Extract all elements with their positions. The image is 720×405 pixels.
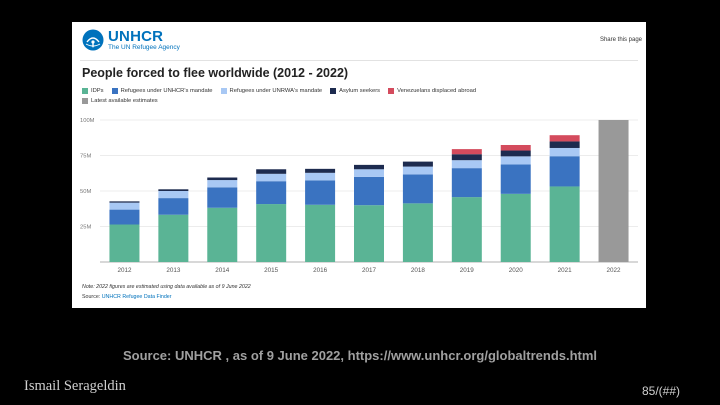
x-tick-label: 2016 (313, 267, 328, 274)
logo-name: UNHCR (108, 28, 164, 45)
x-tick-label: 2013 (166, 267, 181, 274)
x-tick-label: 2019 (460, 267, 475, 274)
chart-note: Note: 2022 figures are estimated using d… (82, 284, 251, 290)
unhcr-emblem-icon (82, 29, 104, 51)
bar-segment[interactable] (500, 156, 531, 165)
bar-segment[interactable] (354, 169, 384, 177)
bar-segment[interactable] (207, 207, 238, 262)
legend-label: Venezuelans displaced abroad (397, 88, 477, 94)
bar-segment[interactable] (256, 204, 287, 262)
logo-tagline: The UN Refugee Agency (108, 44, 180, 51)
legend-swatch (82, 98, 88, 104)
bar-segment[interactable] (256, 173, 287, 182)
bar-segment[interactable] (109, 202, 140, 210)
chart-source-prefix: Source: (82, 294, 102, 300)
bar-segment[interactable] (207, 187, 238, 208)
x-tick-label: 2020 (509, 267, 524, 274)
stacked-bar-chart: 25M 50M 75M 100M 2012 2013 2014 2015 2016 2017 201… (80, 118, 638, 274)
bar-segment[interactable] (256, 181, 287, 205)
bar-segment[interactable] (598, 120, 629, 262)
legend-item[interactable]: Latest available estimates (82, 96, 158, 106)
chart-title: People forced to flee worldwide (2012 - … (82, 66, 349, 80)
chart-source: Source: UNHCR Refugee Data Finder (82, 294, 172, 300)
unhcr-logo[interactable]: UNHCR The UN Refugee Agency (82, 29, 180, 52)
bar-segment[interactable] (354, 164, 384, 170)
x-tick-label: 2015 (264, 267, 279, 274)
bar-segment[interactable] (109, 201, 140, 203)
bar-segment[interactable] (500, 164, 531, 194)
bar-segment[interactable] (402, 166, 433, 175)
y-tick-label: 75M (80, 154, 91, 160)
bar-segment[interactable] (402, 203, 433, 262)
bar-segment[interactable] (451, 168, 482, 198)
legend-swatch (220, 88, 227, 94)
bar-segment[interactable] (305, 172, 336, 181)
bar-segment[interactable] (305, 180, 336, 205)
legend-item[interactable]: Venezuelans displaced abroad (388, 86, 476, 96)
legend-label: IDPs (91, 88, 104, 94)
bar-segment[interactable] (500, 193, 531, 262)
bar-segment[interactable] (402, 174, 433, 204)
legend-swatch (111, 88, 118, 94)
bar-segment[interactable] (158, 191, 189, 199)
legend-swatch (388, 88, 395, 94)
bar-segment[interactable] (451, 197, 482, 262)
bar-segment[interactable] (549, 135, 580, 142)
bar-segment[interactable] (354, 176, 384, 206)
bar-segment[interactable] (549, 141, 580, 148)
y-tick-label: 100M (80, 118, 95, 124)
legend-item[interactable]: Asylum seekers (330, 86, 380, 96)
author-name: Ismail Serageldin (24, 378, 126, 394)
x-tick-label: 2018 (411, 267, 426, 274)
share-link[interactable]: Share this page (599, 37, 642, 43)
bar-segment[interactable] (500, 144, 531, 151)
y-tick-label: 25M (80, 225, 91, 231)
bar-segment[interactable] (549, 147, 580, 157)
bar-segment[interactable] (549, 186, 580, 262)
bar-segment[interactable] (305, 204, 336, 262)
legend-item[interactable]: IDPs (82, 86, 104, 96)
bar-segment[interactable] (354, 205, 384, 262)
legend-label: Refugees under UNRWA's mandate (229, 88, 323, 94)
bar-segment[interactable] (109, 224, 140, 262)
bar-segment[interactable] (500, 150, 531, 157)
page-number: 85/(##) (641, 384, 680, 398)
bar-segment[interactable] (305, 168, 336, 173)
bar-segment[interactable] (158, 189, 189, 191)
y-tick-label: 50M (80, 189, 91, 195)
bar-segment[interactable] (207, 177, 238, 181)
x-tick-label: 2012 (117, 267, 132, 274)
x-tick-label: 2014 (215, 267, 230, 274)
bar-segment[interactable] (207, 180, 238, 188)
legend-label: Refugees under UNHCR's mandate (120, 88, 213, 94)
x-tick-label: 2022 (607, 267, 622, 274)
bar-segment[interactable] (158, 198, 189, 215)
bar-segment[interactable] (158, 214, 189, 262)
bar-segment[interactable] (256, 169, 287, 174)
legend-item[interactable]: Refugees under UNRWA's mandate (220, 86, 323, 96)
x-tick-label: 2017 (362, 267, 377, 274)
chart-legend: IDPs Refugees under UNHCR's mandate Refuge… (82, 86, 632, 106)
chart-panel: UNHCR The UN Refugee Agency Share this p… (72, 22, 646, 308)
bar-segment[interactable] (402, 161, 433, 167)
legend-item[interactable]: Refugees under UNHCR's mandate (111, 86, 213, 96)
bar-segment[interactable] (549, 156, 580, 187)
bar-segment[interactable] (451, 149, 482, 155)
bar-segment[interactable] (451, 154, 482, 161)
x-tick-label: 2021 (558, 267, 573, 274)
legend-swatch (330, 88, 337, 94)
bar-segment[interactable] (451, 160, 482, 169)
header-divider (80, 60, 638, 61)
bar-segment[interactable] (109, 209, 140, 225)
legend-swatch (82, 88, 88, 94)
source-link[interactable]: UNHCR Refugee Data Finder (101, 294, 172, 300)
legend-label: Latest available estimates (91, 98, 158, 104)
legend-label: Asylum seekers (339, 88, 381, 94)
slide-source-caption: Source: UNHCR , as of 9 June 2022, https… (122, 348, 598, 363)
